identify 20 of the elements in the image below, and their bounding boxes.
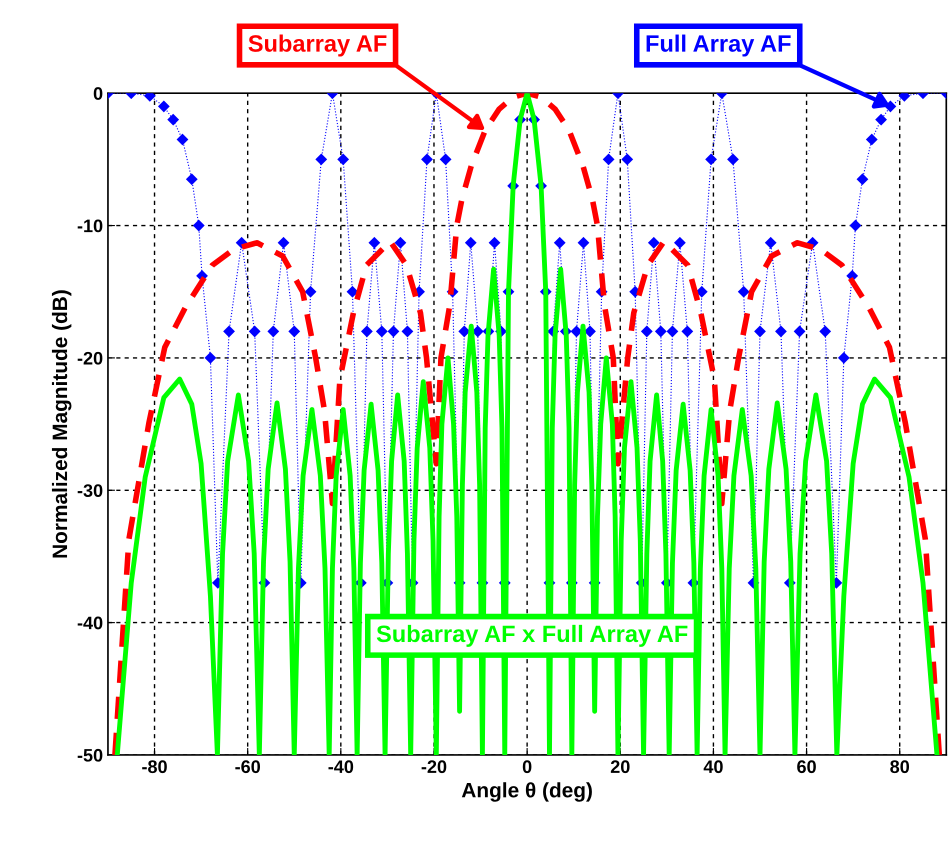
x-tick-label: -80	[142, 760, 167, 774]
y-tick-label: -10	[78, 219, 102, 232]
x-tick-label: 60	[797, 760, 816, 774]
series-label: Full Array AF	[646, 34, 791, 57]
y-tick-label: -30	[78, 484, 102, 497]
x-axis-title: Angle θ (deg)	[462, 782, 592, 802]
x-tick-label: -60	[235, 760, 260, 774]
text: Subarray AF	[248, 34, 386, 57]
x-tick-label: 40	[704, 760, 723, 774]
x-tick-label: 0	[522, 760, 532, 774]
y-tick-label: -50	[78, 748, 102, 762]
y-tick-label: -20	[78, 352, 102, 365]
x-tick-label: -40	[328, 760, 354, 774]
x-tick-label: 20	[610, 760, 630, 774]
x-tick-label: 80	[890, 760, 910, 774]
y-tick-label: -40	[78, 616, 102, 630]
x-tick-label: -20	[422, 760, 446, 774]
series-label: Subarray AF x Full Array AF	[376, 624, 688, 647]
y-tick-label: 0	[94, 87, 102, 100]
y-axis-title: Normalized Magnitude (dB)	[52, 290, 72, 558]
